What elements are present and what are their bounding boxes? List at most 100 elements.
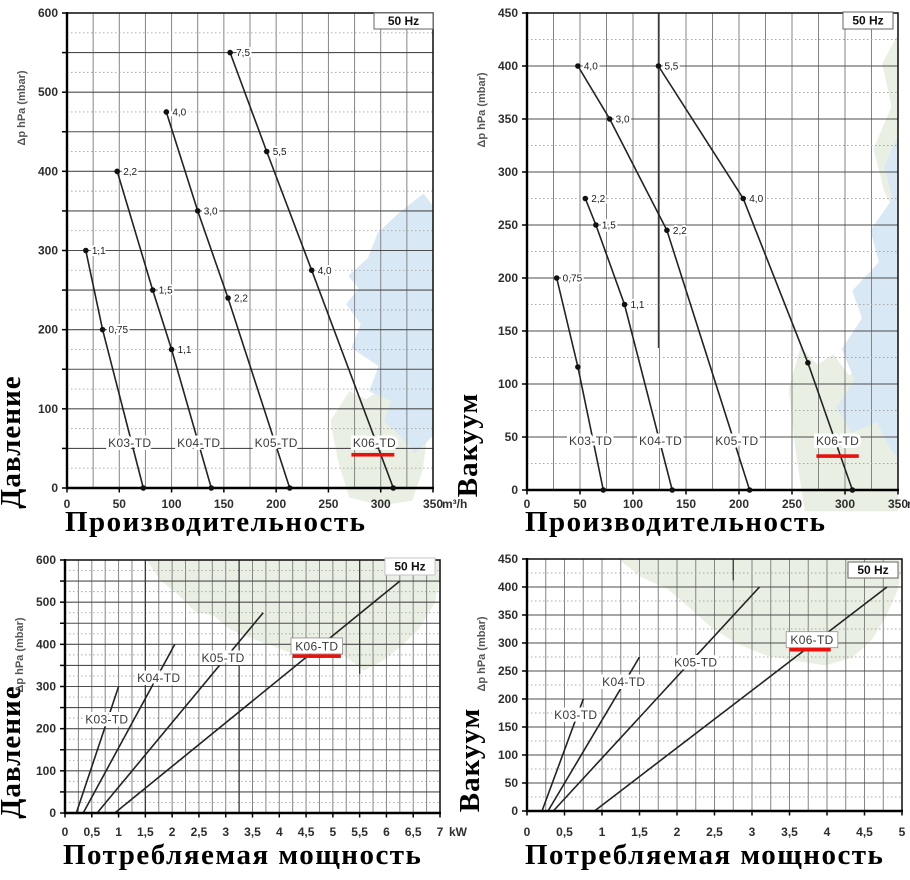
- x-axis-big-label: Потребляемая мощность: [63, 839, 422, 871]
- y-axis-title: Δp hPa (mbar): [476, 72, 488, 147]
- series-curve-K05-TD: [96, 612, 264, 814]
- chart-pressure-vs-power: 0 0,5 1 1,5 2 2,5 3 3,5 4 4,5 5 5,5 6 6,5 7 kW 0 100 200 30…: [0, 553, 468, 871]
- y-tick-label: 450: [498, 552, 518, 566]
- y-axis-big-label: Давление: [0, 685, 27, 818]
- grid: [67, 13, 433, 488]
- x-tick-label: 4: [824, 825, 831, 839]
- model-label-K04-TD: K04-TD: [177, 436, 220, 450]
- model-label-K04-TD: K04-TD: [137, 671, 180, 685]
- data-point: [655, 63, 662, 69]
- y-tick-label: 500: [38, 85, 58, 99]
- model-label-K04-TD: K04-TD: [602, 675, 645, 689]
- grid: [527, 13, 898, 490]
- power-label: 1,5: [159, 286, 173, 297]
- data-point: [263, 148, 270, 155]
- x-tick-label: 50: [573, 497, 587, 511]
- x-tick-label: 0: [62, 825, 69, 839]
- y-tick-label: 350: [498, 112, 518, 126]
- x-tick-label: 1: [599, 825, 606, 839]
- data-point: [225, 295, 231, 301]
- series-curve-K06-TD: [114, 580, 401, 814]
- y-tick-label: 100: [38, 402, 58, 416]
- y-axis-title: Δp hPa (mbar): [476, 616, 488, 691]
- y-tick-label: 0: [511, 483, 518, 497]
- figure-vacuum-vs-capacity: 050100150200250300350m³/h050100150200250…: [452, 0, 910, 540]
- model-label-K03-TD: K03-TD: [554, 708, 597, 722]
- model-label-K05-TD: K05-TD: [255, 436, 298, 450]
- x-unit-label: m³/h: [442, 497, 467, 511]
- data-point: [582, 195, 589, 202]
- data-point: [286, 485, 293, 491]
- power-label: 4,0: [584, 62, 598, 73]
- y-tick-label: 250: [498, 664, 518, 678]
- frequency-badge-box: [384, 557, 436, 576]
- data-point: [621, 301, 628, 308]
- y-tick-label: 300: [498, 636, 518, 650]
- x-tick-label: 5: [899, 825, 906, 839]
- green-region: [146, 560, 440, 671]
- x-tick-label: 100: [162, 497, 182, 511]
- x-tick-label: 250: [782, 497, 802, 511]
- x-tick-label: 2: [169, 825, 176, 839]
- data-point: [669, 487, 676, 493]
- data-point: [553, 275, 560, 281]
- power-label: 0,75: [109, 325, 129, 336]
- x-tick-label: 0,5: [556, 825, 573, 839]
- data-point: [163, 109, 170, 115]
- x-tick-label: 7: [437, 825, 444, 839]
- y-tick-label: 100: [36, 764, 56, 778]
- data-point: [99, 326, 106, 333]
- frequency-badge-box: [373, 12, 434, 30]
- series-curve-K04-TD: [547, 656, 641, 812]
- model-label-K03-TD: K03-TD: [108, 436, 151, 450]
- data-point: [168, 346, 175, 353]
- figure-vacuum-vs-power: 00,511,522,533,544,55kW05010015020025030…: [454, 540, 910, 880]
- y-tick-label: 0: [511, 804, 518, 818]
- power-label: 2,2: [234, 294, 248, 305]
- power-label: 4,0: [318, 266, 332, 277]
- data-point: [194, 208, 201, 214]
- highlight-underline: [292, 654, 341, 658]
- power-label: 2,2: [591, 194, 605, 205]
- frequency-badge-label: 50 Hz: [857, 563, 888, 577]
- power-label: 4,0: [749, 194, 763, 205]
- y-tick-label: 250: [498, 218, 518, 232]
- x-tick-label: 50: [113, 497, 127, 511]
- y-tick-label: 150: [498, 324, 518, 338]
- model-label-box: [290, 637, 343, 655]
- y-tick-label: 400: [38, 164, 58, 178]
- highlight-underline: [351, 452, 395, 457]
- y-tick-label: 200: [36, 722, 56, 736]
- x-tick-label: 3: [222, 825, 229, 839]
- series-curve-K06-TD: [657, 65, 854, 491]
- frequency-badge-box: [847, 561, 899, 579]
- y-tick-label: 400: [498, 580, 518, 594]
- y-tick-label: 500: [36, 595, 56, 609]
- data-point: [140, 485, 147, 491]
- model-label-K03-TD: K03-TD: [85, 712, 128, 726]
- y-axis-title: Δp hPa (mbar): [16, 70, 28, 145]
- model-label-box: [785, 631, 839, 649]
- y-tick-label: 50: [505, 430, 519, 444]
- series-curve-K05-TD: [577, 65, 751, 491]
- series-curve-K04-TD: [82, 643, 176, 814]
- data-point: [390, 485, 397, 491]
- x-tick-label: 4,5: [856, 825, 873, 839]
- x-tick-label: 200: [266, 497, 286, 511]
- y-axis-title: Δp hPa (mbar): [14, 617, 26, 692]
- chart-vacuum-vs-power: 00,511,522,533,544,55kW05010015020025030…: [454, 552, 906, 871]
- y-tick-label: 350: [498, 608, 518, 622]
- y-tick-label: 400: [36, 637, 56, 651]
- series-curve-K05-TD: [552, 586, 761, 812]
- highlight-underline: [789, 647, 831, 652]
- y-tick-label: 200: [498, 271, 518, 285]
- x-tick-label: 5: [330, 825, 337, 839]
- x-tick-label: 0: [524, 497, 531, 511]
- x-tick-label: 200: [729, 497, 749, 511]
- x-tick-label: 1,5: [137, 825, 154, 839]
- blue-region: [836, 134, 898, 459]
- power-label: 4,0: [172, 107, 186, 118]
- data-point: [208, 485, 215, 491]
- x-tick-label: 350: [423, 497, 443, 511]
